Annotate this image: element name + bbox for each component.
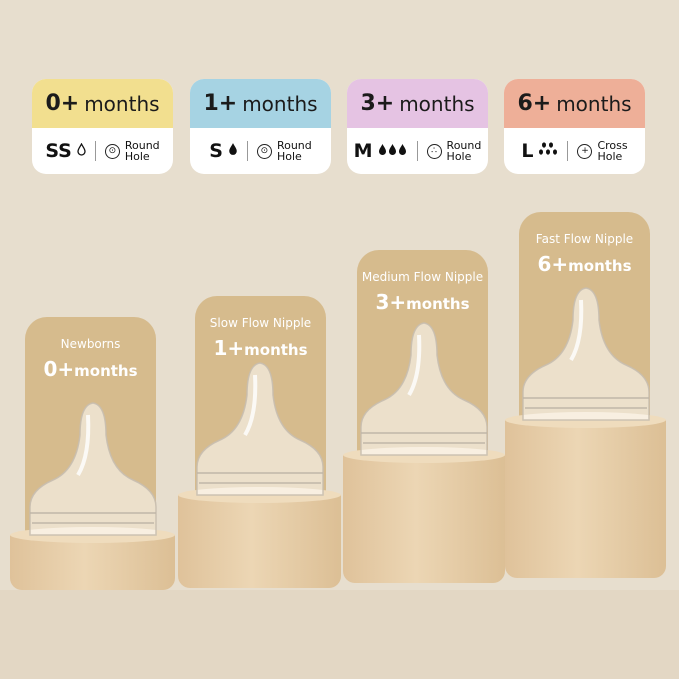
age-card: 3+ months M ∴ Round Hole bbox=[347, 79, 488, 174]
three-drops-icon bbox=[378, 143, 408, 160]
stage-age: 6+months bbox=[537, 252, 632, 276]
nipple-image bbox=[195, 362, 324, 496]
nipple-size: M bbox=[353, 140, 373, 162]
stage-age: 1+months bbox=[213, 336, 308, 360]
pedestal bbox=[178, 487, 341, 588]
divider bbox=[416, 141, 418, 161]
hole-icon: ⊙ bbox=[104, 143, 120, 159]
hole-icon: ⊙ bbox=[256, 143, 272, 159]
five-drops-icon bbox=[538, 141, 558, 161]
divider bbox=[567, 141, 569, 161]
stage-title: Medium Flow Nipple bbox=[361, 270, 484, 284]
divider bbox=[246, 141, 248, 161]
floor bbox=[0, 590, 679, 679]
pedestal bbox=[343, 447, 505, 583]
age-card-header: 0+ months bbox=[32, 79, 173, 128]
nipple-size: S bbox=[209, 140, 223, 162]
hole-icon: ∴ bbox=[426, 143, 442, 159]
age-card-body: S ⊙ Round Hole bbox=[190, 128, 331, 174]
age-card: 6+ months L + Cross Hole bbox=[504, 79, 645, 174]
nipple-image bbox=[521, 287, 650, 421]
nipple-size: SS bbox=[45, 140, 72, 162]
age-card-body: L + Cross Hole bbox=[504, 128, 645, 174]
age-card-body: SS ⊙ Round Hole bbox=[32, 128, 173, 174]
stage-age: 3+months bbox=[375, 290, 470, 314]
drop-icon bbox=[228, 142, 238, 160]
drop-outline-icon bbox=[77, 142, 86, 160]
age-card-header: 6+ months bbox=[504, 79, 645, 128]
hole-type: Round Hole bbox=[124, 139, 160, 163]
hole-type: Round Hole bbox=[446, 139, 482, 163]
nipple-image bbox=[360, 322, 488, 456]
age-value: 6+ bbox=[517, 91, 552, 116]
hole-type: Cross Hole bbox=[597, 139, 628, 163]
age-unit: months bbox=[84, 91, 160, 116]
pedestal bbox=[505, 412, 666, 578]
age-value: 3+ bbox=[360, 91, 395, 116]
age-card-header: 1+ months bbox=[190, 79, 331, 128]
hole-type: Round Hole bbox=[276, 139, 312, 163]
stage-title: Fast Flow Nipple bbox=[535, 232, 634, 246]
stage-title: Slow Flow Nipple bbox=[209, 316, 312, 330]
age-card: 1+ months S ⊙ Round Hole bbox=[190, 79, 331, 174]
stage-age: 0+months bbox=[43, 357, 138, 381]
age-unit: months bbox=[399, 91, 475, 116]
nipple-size: L bbox=[521, 140, 534, 162]
age-card-body: M ∴ Round Hole bbox=[347, 128, 488, 174]
nipple-image bbox=[28, 402, 157, 536]
age-unit: months bbox=[242, 91, 318, 116]
age-value: 1+ bbox=[203, 91, 238, 116]
age-value: 0+ bbox=[45, 91, 80, 116]
hole-icon: + bbox=[577, 143, 593, 159]
age-unit: months bbox=[556, 91, 632, 116]
age-card-header: 3+ months bbox=[347, 79, 488, 128]
divider bbox=[94, 141, 96, 161]
stage-title: Newborns bbox=[60, 337, 121, 351]
age-card: 0+ months SS ⊙ Round Hole bbox=[32, 79, 173, 174]
